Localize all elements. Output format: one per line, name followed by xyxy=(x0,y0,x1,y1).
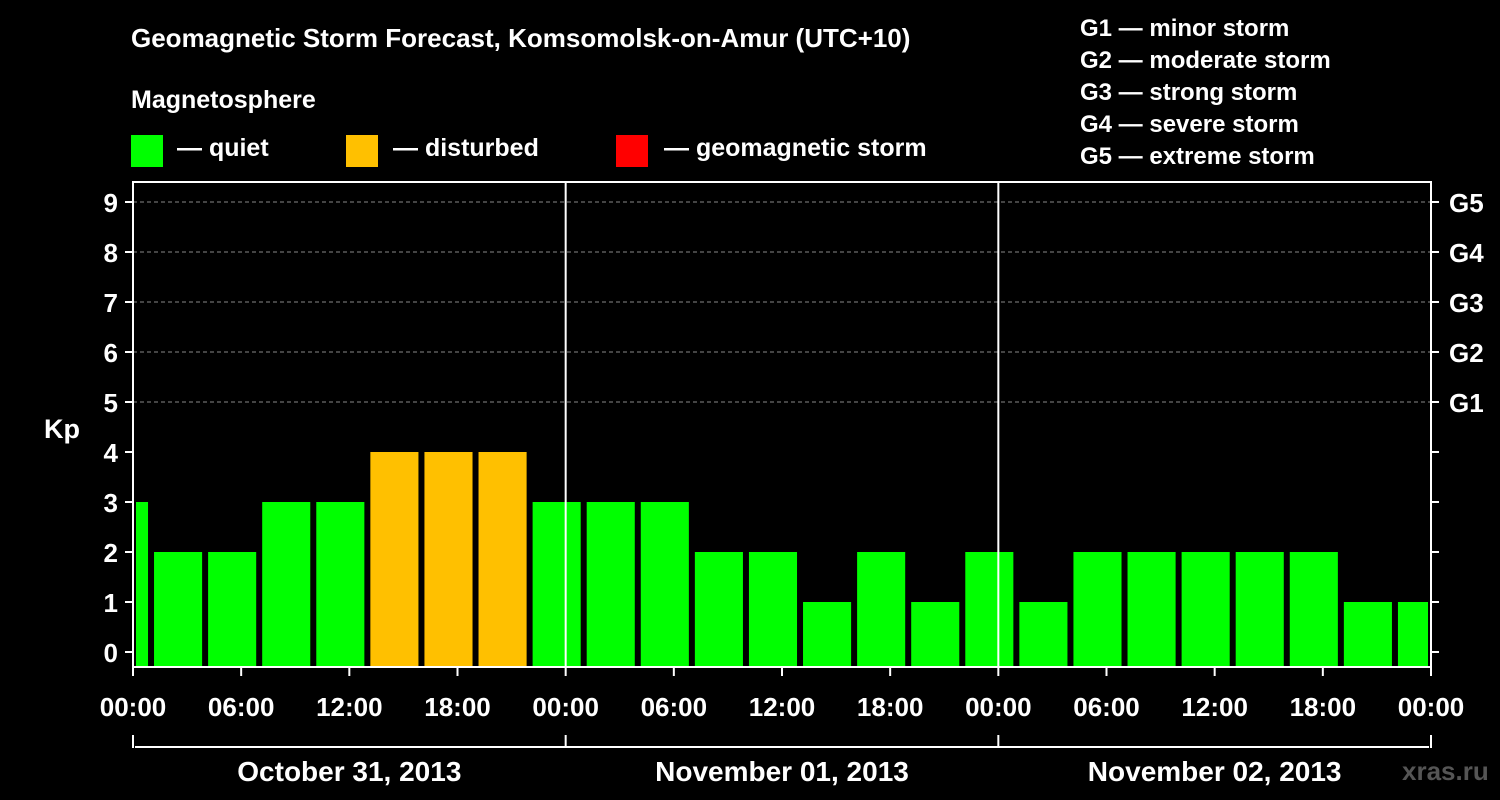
kp-bar-11 xyxy=(694,552,743,667)
kp-bar-23 xyxy=(1343,602,1392,667)
g-label-g1: G1 xyxy=(1449,388,1484,418)
kp-bar-10 xyxy=(640,502,689,667)
chart-title: Geomagnetic Storm Forecast, Komsomolsk-o… xyxy=(131,23,911,53)
y-tick-label-0: 0 xyxy=(104,638,118,668)
g-legend-g2: G2 — moderate storm xyxy=(1080,47,1331,74)
y-tick-label-8: 8 xyxy=(104,238,118,268)
kp-bar-14 xyxy=(857,552,906,667)
y-tick-label-6: 6 xyxy=(104,338,118,368)
legend-swatch-quiet xyxy=(131,135,163,167)
legend-label-storm: — geomagnetic storm xyxy=(664,134,927,162)
y-tick-label-2: 2 xyxy=(104,538,118,568)
kp-bar-3 xyxy=(262,502,311,667)
x-tick-label-12: 00:00 xyxy=(1398,692,1465,722)
x-tick-label-9: 06:00 xyxy=(1073,692,1140,722)
legend-swatch-disturbed xyxy=(346,135,378,167)
x-tick-label-7: 18:00 xyxy=(857,692,924,722)
x-tick-label-11: 18:00 xyxy=(1290,692,1357,722)
y-tick-label-3: 3 xyxy=(104,488,118,518)
kp-bar-15 xyxy=(911,602,960,667)
x-tick-label-6: 12:00 xyxy=(749,692,816,722)
kp-bar-7 xyxy=(478,452,527,667)
kp-bar-17 xyxy=(1019,602,1068,667)
kp-bar-21 xyxy=(1235,552,1284,667)
x-tick-label-1: 06:00 xyxy=(208,692,275,722)
g-label-g3: G3 xyxy=(1449,288,1484,318)
kp-bar-9 xyxy=(586,502,635,667)
date-label-2: November 02, 2013 xyxy=(1088,756,1342,787)
date-label-0: October 31, 2013 xyxy=(237,756,461,787)
g-legend-g5: G5 — extreme storm xyxy=(1080,143,1315,170)
date-label-1: November 01, 2013 xyxy=(655,756,909,787)
y-tick-label-5: 5 xyxy=(104,388,118,418)
kp-bar-22 xyxy=(1289,552,1338,667)
x-tick-label-3: 18:00 xyxy=(424,692,491,722)
legend-swatch-storm xyxy=(616,135,648,167)
kp-bar-4 xyxy=(316,502,365,667)
watermark: xras.ru xyxy=(1402,756,1489,786)
legend-label-disturbed: — disturbed xyxy=(393,134,539,162)
g-label-g4: G4 xyxy=(1449,238,1484,268)
kp-bar-20 xyxy=(1181,552,1230,667)
g-legend-g4: G4 — severe storm xyxy=(1080,111,1299,138)
magnetosphere-heading: Magnetosphere xyxy=(131,86,316,114)
kp-bar-5 xyxy=(370,452,419,667)
kp-bar-1 xyxy=(154,552,203,667)
kp-bar-6 xyxy=(424,452,473,667)
x-tick-label-0: 00:00 xyxy=(100,692,167,722)
g-label-g2: G2 xyxy=(1449,338,1484,368)
kp-bar-16 xyxy=(965,552,1014,667)
x-tick-label-5: 06:00 xyxy=(641,692,708,722)
g-legend-g1: G1 — minor storm xyxy=(1080,15,1290,42)
kp-bar-2 xyxy=(208,552,257,667)
kp-bar-24 xyxy=(1397,602,1428,667)
g-legend-g3: G3 — strong storm xyxy=(1080,79,1298,106)
kp-bar-8 xyxy=(532,502,581,667)
y-tick-label-1: 1 xyxy=(104,588,118,618)
x-tick-label-8: 00:00 xyxy=(965,692,1032,722)
kp-bar-19 xyxy=(1127,552,1176,667)
kp-bar-12 xyxy=(748,552,798,667)
kp-bar-0 xyxy=(136,502,149,667)
x-tick-label-2: 12:00 xyxy=(316,692,383,722)
kp-bar-18 xyxy=(1073,552,1122,667)
y-tick-label-4: 4 xyxy=(104,438,119,468)
y-tick-label-7: 7 xyxy=(104,288,118,318)
kp-bar-13 xyxy=(803,602,852,667)
x-tick-label-4: 00:00 xyxy=(532,692,599,722)
legend-label-quiet: — quiet xyxy=(177,134,269,162)
g-label-g5: G5 xyxy=(1449,188,1484,218)
x-tick-label-10: 12:00 xyxy=(1181,692,1248,722)
y-tick-label-9: 9 xyxy=(104,188,118,218)
y-axis-label: Kp xyxy=(44,414,80,444)
